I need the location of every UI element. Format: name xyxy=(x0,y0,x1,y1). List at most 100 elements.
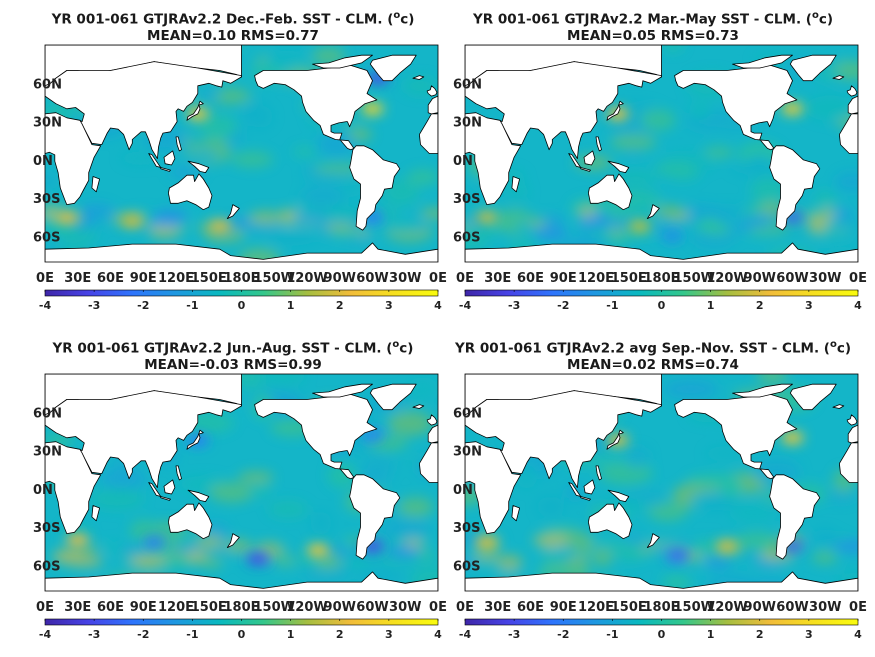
continent xyxy=(160,167,171,172)
anomaly-blob xyxy=(666,549,689,562)
colorbar-tick-label: 4 xyxy=(854,299,862,312)
continent xyxy=(465,571,858,591)
colorbar-tick-label: 1 xyxy=(287,628,295,641)
y-tick-label: 60N xyxy=(453,406,482,421)
x-tick-label: 90E xyxy=(130,600,157,615)
anomaly-blob xyxy=(781,431,804,444)
x-tick-label: 120W xyxy=(706,271,747,286)
x-tick-label: 120E xyxy=(158,271,194,286)
colorbar-tick-label: -2 xyxy=(137,299,149,312)
y-tick-label: 0N xyxy=(33,483,53,498)
x-tick-label: 90W xyxy=(744,271,776,286)
x-tick-label: 150E xyxy=(191,600,227,615)
title-degree: o xyxy=(392,339,400,350)
continent xyxy=(595,465,602,481)
continent xyxy=(91,176,100,193)
x-tick-label: 150W xyxy=(674,600,715,615)
anomaly-blob xyxy=(55,211,78,224)
chart-subtitle: MEAN=0.02 RMS=0.74 xyxy=(567,356,739,373)
chart-subtitle: MEAN=0.10 RMS=0.77 xyxy=(147,27,319,44)
land-mask xyxy=(45,45,438,262)
continent xyxy=(832,75,845,80)
title-text: YR 001-061 GTJRAv2.2 avg Sep.-Nov. SST -… xyxy=(454,340,830,357)
continent xyxy=(465,112,522,206)
colorbar-tick-label: 2 xyxy=(756,628,764,641)
continent xyxy=(254,65,378,151)
x-tick-label: 0E xyxy=(36,271,54,286)
continent xyxy=(511,176,520,193)
x-tick-label: 60E xyxy=(517,600,544,615)
anomaly-blob xyxy=(208,220,231,233)
continent xyxy=(832,404,845,409)
colorbar-tick-label: 2 xyxy=(336,628,344,641)
continent xyxy=(160,496,171,501)
title-unit: c) xyxy=(836,340,852,357)
continent xyxy=(847,95,858,115)
colorbar-tick-label: -3 xyxy=(508,628,520,641)
y-tick-label: 0N xyxy=(453,154,473,169)
continent xyxy=(580,167,591,172)
panel-djf: YR 001-061 GTJRAv2.2 Dec.-Feb. SST - CLM… xyxy=(33,8,453,328)
continent xyxy=(587,173,633,211)
x-tick-label: 60E xyxy=(97,600,124,615)
anomaly-blob xyxy=(66,533,89,546)
x-tick-label: 0E xyxy=(849,600,867,615)
title-text: YR 001-061 GTJRAv2.2 Jun.-Aug. SST - CLM… xyxy=(52,340,393,357)
panel-mam: YR 001-061 GTJRAv2.2 Mar.-May SST - CLM.… xyxy=(453,8,873,328)
y-tick-label: 0N xyxy=(453,483,473,498)
title-unit: c) xyxy=(400,11,415,28)
continent xyxy=(167,502,213,540)
colorbar-tick-label: -4 xyxy=(459,299,472,312)
continent xyxy=(226,204,240,220)
colorbar-tick-label: -1 xyxy=(186,628,198,641)
anomaly-blob xyxy=(361,102,384,115)
continent xyxy=(646,533,660,549)
y-tick-label: 30N xyxy=(33,116,62,131)
continent xyxy=(369,383,417,411)
continent xyxy=(769,145,821,231)
y-tick-label: 30S xyxy=(453,192,480,207)
continent xyxy=(465,242,858,262)
colorbar-tick-label: -1 xyxy=(606,628,618,641)
continent xyxy=(595,136,602,152)
continent xyxy=(163,479,176,495)
continent xyxy=(45,390,242,489)
continent xyxy=(511,505,520,522)
x-tick-label: 30E xyxy=(64,271,91,286)
y-tick-label: 60S xyxy=(33,230,60,245)
x-tick-label: 150W xyxy=(674,271,715,286)
x-tick-label: 90W xyxy=(324,600,356,615)
x-tick-label: 60E xyxy=(517,271,544,286)
continent xyxy=(427,424,438,444)
x-tick-label: 180E xyxy=(643,600,679,615)
x-tick-label: 180E xyxy=(643,271,679,286)
continent xyxy=(674,65,798,151)
anomaly-blob xyxy=(306,544,329,557)
continent xyxy=(254,394,378,480)
y-tick-label: 60N xyxy=(453,77,482,92)
colorbar-tick-label: -4 xyxy=(459,628,472,641)
continent xyxy=(580,496,591,501)
anomaly-blob xyxy=(246,553,269,566)
y-tick-label: 30N xyxy=(453,116,482,131)
continent xyxy=(732,54,793,69)
map-frame xyxy=(44,44,439,263)
y-tick-label: 60N xyxy=(33,77,62,92)
continent xyxy=(187,489,210,503)
colorbar-tick-label: 0 xyxy=(238,299,246,312)
x-tick-label: 90E xyxy=(550,600,577,615)
colorbar-tick-label: -1 xyxy=(606,299,618,312)
colorbar-tick-label: 0 xyxy=(658,628,666,641)
x-tick-label: 120W xyxy=(706,600,747,615)
x-tick-label: 30W xyxy=(809,600,841,615)
y-tick-label: 30S xyxy=(33,192,60,207)
title-text: YR 001-061 GTJRAv2.2 Mar.-May SST - CLM.… xyxy=(472,11,812,28)
chart-title: YR 001-061 GTJRAv2.2 Mar.-May SST - CLM.… xyxy=(453,8,853,44)
continent xyxy=(167,173,213,211)
anomaly-blob xyxy=(143,536,166,549)
y-tick-label: 60S xyxy=(453,230,480,245)
anomaly-blob xyxy=(475,211,498,224)
continent xyxy=(426,85,438,97)
anomaly-blob xyxy=(716,540,738,553)
map-frame xyxy=(44,373,439,592)
